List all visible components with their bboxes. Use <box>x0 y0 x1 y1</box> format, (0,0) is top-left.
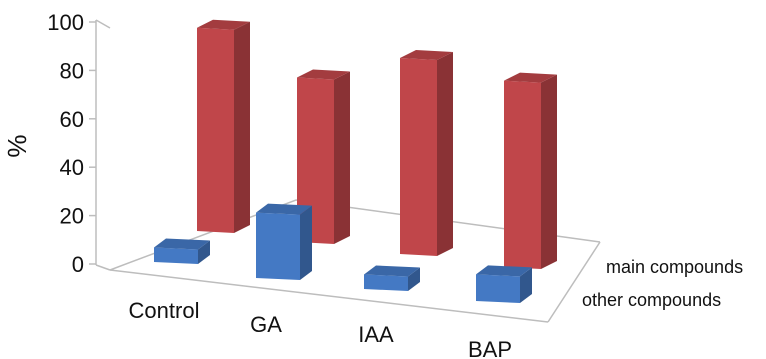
bar-other-bap <box>476 265 532 303</box>
bar-top <box>400 49 453 60</box>
series-label: main compounds <box>606 257 743 277</box>
bar-other-control <box>154 238 210 264</box>
series-labels: main compounds other compounds <box>582 257 743 310</box>
bar-front <box>476 274 520 303</box>
bar-other-iaa <box>364 265 420 291</box>
bar-main-iaa <box>400 49 453 257</box>
bar-top <box>364 265 420 277</box>
bar-top <box>154 238 210 250</box>
y-tick-label: 100 <box>47 10 84 35</box>
bar-main-control <box>197 19 250 233</box>
floor-right-edge <box>547 241 601 323</box>
bar-front <box>364 274 408 291</box>
y-tick-label: 40 <box>60 155 84 180</box>
bar-top <box>476 265 532 277</box>
bar-top <box>256 203 312 215</box>
y-tick-label: 60 <box>60 107 84 132</box>
y-tick-label: 20 <box>60 204 84 229</box>
category-label: BAP <box>468 337 512 359</box>
bar-side <box>408 267 420 291</box>
bar-side <box>334 71 350 244</box>
back-wall-edge <box>95 19 111 29</box>
bar-front <box>154 247 198 264</box>
y-tick-label: 80 <box>60 58 84 83</box>
bar-main-bap <box>504 72 557 269</box>
bar-front <box>504 80 541 269</box>
bar-side <box>198 240 210 264</box>
y-axis-ticks: 0 20 40 60 80 100 <box>47 10 96 277</box>
bar-top <box>297 69 350 80</box>
bar-side <box>520 267 532 303</box>
bar-top <box>504 72 557 83</box>
series-label: other compounds <box>582 290 721 310</box>
bar-main-ga <box>297 69 350 244</box>
bars <box>154 19 557 303</box>
y-axis-label: % <box>2 134 32 157</box>
floor-front-edge <box>109 269 549 323</box>
floor-left-edge <box>95 264 111 271</box>
bar-front <box>297 77 334 244</box>
bar-front <box>256 212 300 280</box>
category-label: GA <box>250 312 282 337</box>
y-tick-label: 0 <box>72 252 84 277</box>
bar-side <box>541 74 557 269</box>
bar-other-ga <box>256 203 312 280</box>
category-label: IAA <box>358 322 394 347</box>
category-label: Control <box>129 298 200 323</box>
bar-side <box>234 21 250 233</box>
bar-side <box>437 51 453 257</box>
bar-front <box>400 57 437 257</box>
bar-top <box>197 19 250 30</box>
bar-front <box>197 27 234 233</box>
category-labels: Control GA IAA BAP <box>129 298 512 359</box>
bar-side <box>300 205 312 280</box>
